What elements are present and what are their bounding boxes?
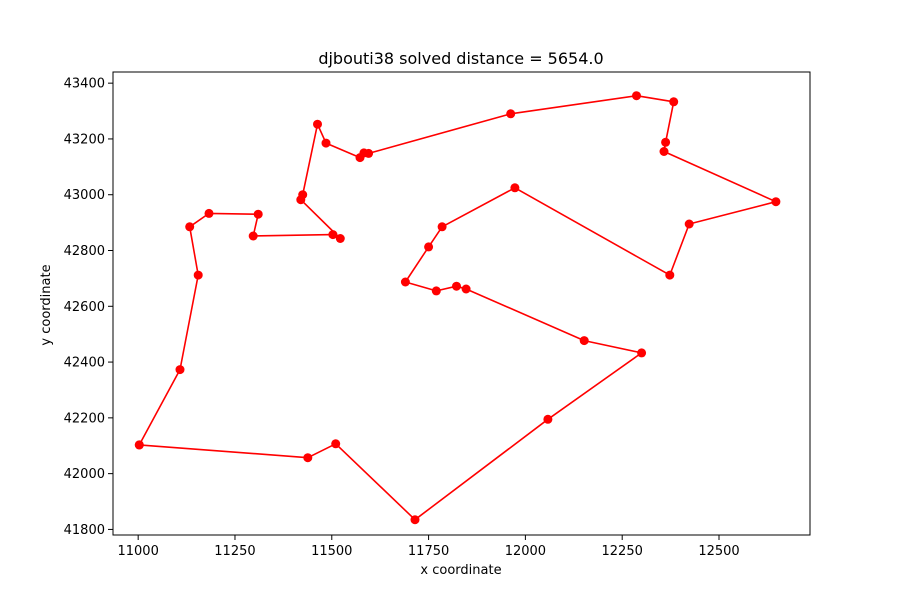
x-tick-label: 12250 (602, 544, 643, 559)
y-tick-label: 42000 (64, 467, 105, 482)
city-point (364, 148, 374, 158)
y-tick-label: 43200 (64, 132, 105, 147)
city-point (665, 270, 675, 280)
city-point (134, 440, 144, 450)
x-axis-ticks: 11000 11250 11500 11750 12000 12250 12500 (117, 535, 740, 559)
city-point (303, 453, 313, 463)
chart-title: djbouti38 solved distance = 5654.0 (318, 49, 603, 68)
city-point (321, 138, 331, 148)
x-tick-label: 12000 (505, 544, 546, 559)
city-point (543, 414, 553, 424)
x-tick-label: 11750 (408, 544, 449, 559)
x-tick-label: 11000 (117, 544, 158, 559)
city-point (684, 219, 694, 229)
city-point (328, 230, 338, 240)
city-point (669, 97, 679, 107)
city-point (204, 208, 214, 218)
city-point (659, 147, 669, 156)
x-tick-label: 11250 (214, 544, 255, 559)
y-axis-label: y coordinate (39, 264, 54, 345)
city-point (506, 109, 516, 119)
city-point (313, 119, 322, 129)
y-axis-ticks: 41800 42000 42200 42400 42600 42800 43000 43200… (64, 77, 113, 538)
axes-frame (112, 71, 811, 536)
city-point (331, 439, 341, 449)
city-point (437, 222, 447, 232)
city-point (771, 197, 781, 207)
city-point (452, 281, 461, 291)
y-tick-label: 42800 (64, 244, 105, 259)
x-tick-label: 12500 (698, 544, 739, 559)
city-point (335, 234, 345, 243)
y-tick-label: 42200 (64, 411, 105, 426)
city-point (253, 209, 263, 219)
city-point (579, 336, 589, 346)
city-point (424, 242, 434, 252)
city-point (410, 515, 420, 525)
y-tick-label: 43000 (64, 188, 105, 203)
city-point (461, 284, 471, 294)
city-point (193, 270, 203, 280)
city-point (248, 231, 258, 241)
y-tick-label: 42600 (64, 300, 105, 315)
city-point (510, 183, 520, 193)
city-point (637, 348, 647, 358)
city-point (175, 365, 185, 375)
y-tick-label: 41800 (64, 523, 105, 538)
plot-area (112, 71, 811, 536)
x-tick-label: 11500 (311, 544, 352, 559)
y-tick-label: 43400 (64, 77, 105, 92)
city-point (661, 137, 671, 147)
city-point (298, 190, 308, 200)
city-point (632, 91, 641, 101)
city-point (185, 222, 195, 232)
y-tick-label: 42400 (64, 356, 105, 371)
city-point (431, 286, 441, 296)
x-axis-label: x coordinate (420, 563, 501, 578)
tour-path-line (138, 94, 777, 521)
city-point (400, 277, 410, 287)
